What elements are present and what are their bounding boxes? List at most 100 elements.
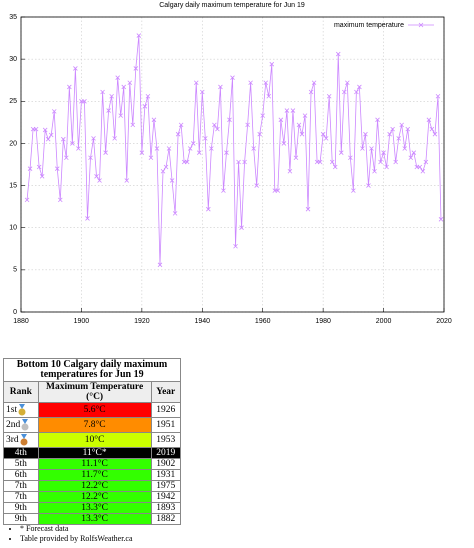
data-point bbox=[36, 164, 42, 170]
data-point bbox=[329, 159, 335, 165]
data-point bbox=[145, 93, 151, 99]
data-point bbox=[118, 113, 123, 118]
data-point bbox=[218, 84, 223, 90]
data-point bbox=[423, 159, 429, 165]
table-title: Bottom 10 Calgary daily maximum temperat… bbox=[3, 358, 181, 382]
column-header: Rank bbox=[3, 381, 39, 403]
year-cell: 1926 bbox=[150, 402, 182, 418]
year-cell: 1953 bbox=[150, 432, 182, 448]
y-tick-label: 5 bbox=[13, 267, 17, 274]
data-point bbox=[290, 108, 296, 113]
data-point bbox=[263, 80, 269, 86]
data-point bbox=[109, 93, 114, 99]
data-point bbox=[27, 166, 33, 171]
rank: 7th bbox=[14, 481, 27, 491]
medal-icon bbox=[20, 434, 28, 446]
data-point bbox=[281, 141, 287, 146]
data-point bbox=[212, 122, 217, 128]
data-point bbox=[61, 136, 66, 142]
medal bbox=[20, 438, 28, 446]
data-point bbox=[196, 150, 202, 155]
data-point bbox=[369, 146, 374, 151]
medal-icon bbox=[18, 404, 26, 416]
rank: 3rd bbox=[6, 435, 19, 446]
data-point bbox=[332, 164, 338, 170]
temperature-cell: 11°C* bbox=[37, 447, 152, 459]
data-point bbox=[139, 150, 145, 155]
x-tick-label: 1940 bbox=[194, 318, 210, 325]
data-point bbox=[124, 178, 130, 183]
data-point bbox=[76, 146, 81, 151]
data-point bbox=[323, 136, 329, 141]
legend-label: maximum temperature bbox=[334, 22, 404, 29]
rank: 1st bbox=[6, 405, 18, 416]
notes: * Forecast dataTable provided by RolfsWe… bbox=[8, 524, 133, 544]
data-point bbox=[233, 243, 238, 249]
data-point bbox=[320, 131, 326, 137]
table-row: 9th 13.3°C 1893 bbox=[3, 502, 182, 514]
rank-cell: 9th bbox=[3, 513, 39, 525]
note: Table provided by RolfsWeather.ca bbox=[20, 534, 133, 544]
data-point bbox=[154, 146, 160, 151]
x-tick-label: 1880 bbox=[13, 318, 29, 325]
y-tick-label: 0 bbox=[13, 309, 17, 316]
data-point bbox=[296, 122, 302, 128]
medal-ribbon bbox=[22, 419, 29, 424]
x-tick-label: 1920 bbox=[134, 318, 150, 325]
data-point bbox=[91, 136, 96, 141]
y-tick-label: 30 bbox=[9, 56, 17, 63]
data-point bbox=[39, 174, 45, 179]
data-point bbox=[215, 126, 220, 132]
data-point bbox=[299, 131, 305, 137]
data-point bbox=[363, 131, 368, 137]
data-point bbox=[435, 93, 441, 99]
data-point bbox=[372, 168, 377, 174]
data-point bbox=[48, 132, 54, 138]
data-point bbox=[187, 146, 193, 151]
temperature-cell: 11.1°C bbox=[37, 458, 152, 470]
data-point bbox=[221, 188, 226, 193]
data-point bbox=[160, 168, 166, 174]
data-point bbox=[100, 89, 105, 95]
x-tick-label: 1960 bbox=[255, 318, 271, 325]
x-tick-label: 1980 bbox=[315, 318, 331, 325]
data-point bbox=[193, 80, 199, 86]
x-tick-label: 1900 bbox=[74, 318, 90, 325]
medal-icon bbox=[21, 419, 29, 431]
data-point bbox=[351, 188, 356, 193]
data-point bbox=[275, 188, 281, 193]
data-point bbox=[97, 178, 102, 183]
data-point bbox=[133, 66, 139, 71]
data-point bbox=[121, 84, 127, 90]
data-point bbox=[151, 117, 157, 123]
data-point bbox=[254, 183, 259, 188]
y-tick-label: 25 bbox=[9, 98, 17, 105]
table-row: 7th 12.2°C 1942 bbox=[3, 491, 182, 503]
data-point bbox=[142, 104, 148, 109]
data-point bbox=[345, 80, 350, 86]
y-tick-label: 15 bbox=[9, 182, 17, 189]
data-point bbox=[54, 166, 60, 171]
data-point bbox=[82, 99, 87, 104]
y-tick-label: 20 bbox=[9, 140, 17, 147]
title-row: Bottom 10 Calgary daily maximum temperat… bbox=[3, 358, 181, 382]
data-point bbox=[136, 33, 142, 38]
data-point bbox=[390, 126, 395, 132]
temperature-cell: 12.2°C bbox=[37, 480, 152, 492]
rank: 4th bbox=[14, 448, 27, 458]
table-row: 7th 12.2°C 1975 bbox=[3, 480, 182, 492]
data-point bbox=[302, 113, 308, 118]
year-cell: 1882 bbox=[150, 513, 182, 525]
plot-frame bbox=[20, 16, 445, 313]
data-point bbox=[172, 211, 178, 216]
temperature-cell: 13.3°C bbox=[37, 513, 152, 525]
data-point bbox=[130, 122, 136, 128]
temperature-cell: 7.8°C bbox=[37, 417, 152, 433]
data-point bbox=[438, 217, 444, 222]
rank-cell: 7th bbox=[3, 491, 39, 503]
data-point bbox=[45, 136, 51, 142]
table-row: 1st 5.6°C 1926 bbox=[3, 402, 182, 418]
data-point bbox=[411, 150, 417, 155]
rank-cell: 1st bbox=[3, 402, 39, 418]
data-point bbox=[230, 75, 235, 80]
